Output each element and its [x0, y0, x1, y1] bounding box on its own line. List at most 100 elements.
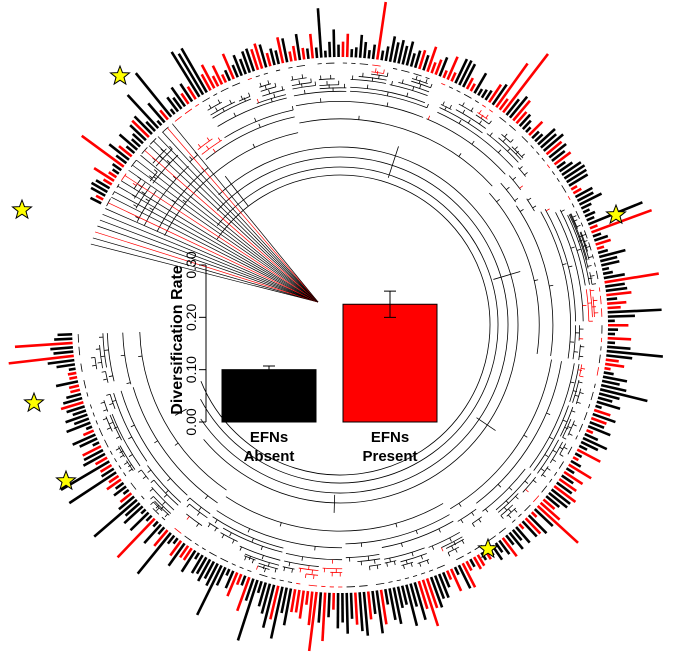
trait-bar — [566, 168, 587, 184]
tree-node-arc — [511, 519, 516, 523]
tree-node-arc — [572, 379, 580, 403]
tree-node-arc — [359, 585, 368, 587]
tree-branch — [514, 509, 518, 513]
trait-bar — [511, 528, 523, 542]
tree-branch — [470, 107, 474, 112]
tree-branch — [119, 454, 124, 458]
tree-branch — [386, 562, 388, 567]
trait-bar — [211, 75, 220, 87]
trait-bar — [65, 413, 88, 424]
trait-bar — [182, 547, 193, 561]
trait-bar — [82, 452, 106, 467]
trait-bar — [95, 194, 104, 201]
tree-node-arc — [498, 137, 522, 161]
tree-branch — [386, 102, 389, 107]
tree-node-arc — [189, 497, 211, 515]
tree-node-arc — [161, 516, 166, 521]
trait-bar — [167, 542, 186, 567]
tree-branch — [283, 567, 286, 572]
tree-branch — [449, 537, 452, 542]
tree-branch — [574, 394, 579, 397]
tree-branch — [578, 381, 583, 384]
trait-bar — [405, 41, 415, 66]
trait-bar — [592, 232, 602, 238]
tree-branch — [519, 209, 524, 212]
trait-bar — [449, 568, 463, 592]
trait-bar — [536, 504, 579, 544]
tree-node-arc — [78, 346, 81, 356]
trait-bar — [371, 590, 377, 615]
tree-branch — [542, 474, 546, 478]
tree-node-arc — [293, 90, 347, 97]
tree-node-arc — [225, 496, 444, 532]
tree-node-arc — [567, 446, 573, 455]
trait-bar — [400, 585, 409, 606]
tree-branch — [391, 80, 393, 86]
tree-branch — [560, 209, 565, 212]
trait-bar — [570, 184, 578, 191]
trait-bar — [67, 371, 77, 376]
tree-node-arc — [524, 504, 531, 512]
tree-node-arc — [298, 567, 319, 571]
tree-node-arc — [568, 214, 589, 269]
trait-bar — [505, 534, 515, 546]
tree-branch — [507, 514, 512, 519]
trait-bar — [574, 186, 593, 199]
trait-bar — [82, 445, 102, 457]
trait-bar — [70, 388, 81, 394]
tree-node-arc — [559, 406, 574, 437]
tree-node-arc — [152, 154, 179, 184]
tree-branch — [563, 446, 568, 450]
tree-node-arc — [570, 213, 578, 229]
tree-node-arc — [529, 363, 575, 468]
trait-bar — [539, 501, 561, 521]
tree-branch — [92, 364, 97, 367]
trait-bar — [118, 495, 135, 511]
tree-node-arc — [580, 231, 588, 252]
tree-node-arc — [540, 466, 549, 477]
tree-node-arc — [516, 205, 554, 356]
tree-branch — [258, 123, 261, 128]
tree-node-arc — [575, 210, 580, 219]
tree-branch — [100, 355, 105, 358]
tree-branch — [217, 99, 221, 104]
y-tick-label: 0.10 — [183, 356, 199, 383]
tree-branch — [167, 478, 171, 482]
trait-bar — [607, 305, 621, 310]
tree-backbone-arc — [200, 166, 499, 484]
tree-node-arc — [500, 182, 516, 203]
trait-bar — [131, 119, 150, 139]
trait-bar — [108, 474, 120, 484]
trait-bar — [542, 498, 556, 510]
tree-branch — [570, 381, 575, 384]
tree-branch — [150, 479, 155, 483]
tree-branch — [153, 169, 158, 173]
trait-bar — [69, 375, 78, 380]
tree-node-arc — [299, 118, 493, 187]
tree-node-arc — [476, 361, 562, 504]
tree-node-arc — [154, 500, 170, 516]
trait-bar — [305, 48, 310, 60]
trait-bar — [375, 590, 385, 634]
tree-branch — [186, 497, 191, 502]
tree-branch — [132, 182, 137, 186]
tree-branch — [476, 417, 496, 431]
tree-branch — [427, 115, 431, 120]
tree-node-arc — [537, 439, 559, 474]
trait-bar — [159, 109, 169, 121]
tree-node-arc — [544, 208, 576, 322]
trait-bar — [409, 53, 416, 67]
tree-branch — [472, 523, 475, 527]
tree-branch — [467, 119, 471, 124]
tree-node-arc — [449, 359, 552, 510]
tree-node-arc — [398, 81, 430, 93]
trait-bar — [593, 234, 609, 242]
tree-branch — [515, 496, 519, 500]
tree-branch — [215, 107, 218, 112]
trait-bar — [417, 580, 429, 610]
trait-bar — [307, 591, 314, 626]
trait-bar — [558, 477, 577, 492]
tree-branch — [400, 542, 403, 547]
trait-bar — [298, 590, 305, 619]
